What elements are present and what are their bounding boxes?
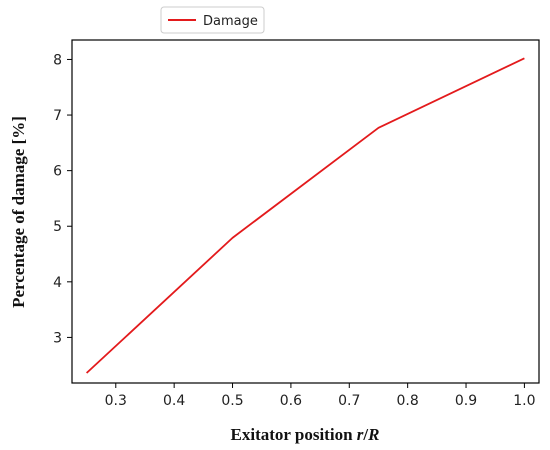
x-tick-label: 1.0	[513, 393, 535, 409]
x-tick-label: 0.4	[163, 393, 185, 409]
x-tick-label: 0.3	[105, 393, 127, 409]
series-line-damage	[85, 57, 525, 374]
y-tick-label: 3	[53, 330, 62, 346]
x-axis-title: Exitator position r/R	[231, 425, 380, 444]
y-tick-label: 8	[53, 52, 62, 68]
series-layer	[85, 57, 525, 374]
x-tick-label: 0.6	[280, 393, 302, 409]
x-tick-label: 0.8	[397, 393, 419, 409]
x-axis: 0.3 0.4 0.5 0.6 0.7 0.8 0.9 1.0	[105, 383, 536, 409]
y-axis-title: Percentage of damage [%]	[9, 116, 28, 308]
legend-box	[160, 6, 265, 34]
x-tick-label: 0.9	[455, 393, 477, 409]
x-tick-label: 0.5	[221, 393, 243, 409]
legend-entry-damage: Damage	[203, 14, 258, 29]
y-axis: 3 4 5 6 7 8	[53, 52, 72, 346]
legend: Damage	[160, 6, 265, 34]
y-tick-label: 7	[53, 108, 62, 124]
y-tick-label: 5	[53, 219, 62, 235]
y-tick-label: 4	[53, 275, 62, 291]
y-tick-label: 6	[53, 164, 62, 180]
plot-frame	[71, 39, 540, 384]
x-tick-label: 0.7	[338, 393, 360, 409]
